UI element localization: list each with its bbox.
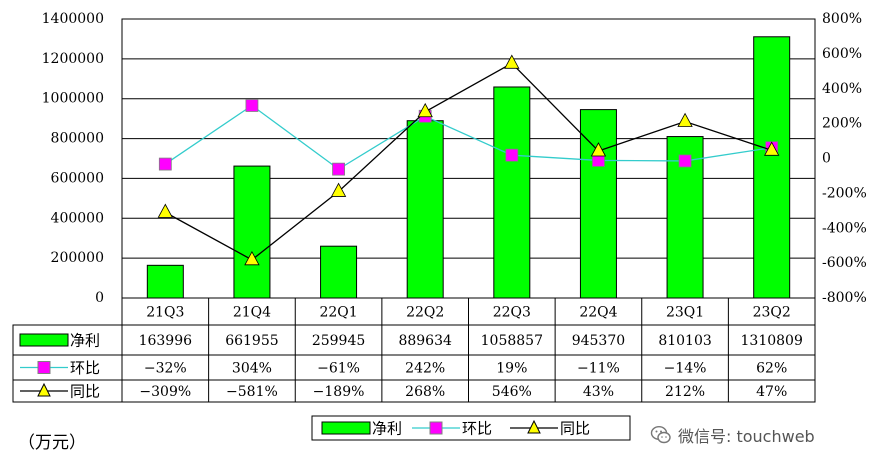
plot-frame [121, 18, 816, 299]
legend-label: 净利 [372, 420, 402, 438]
series-line [164, 104, 772, 170]
data-label: 661955 [225, 333, 278, 349]
left-tick-label: 0 [95, 290, 104, 306]
grid-lines [122, 58, 815, 259]
right-tick-label: -400% [822, 220, 867, 236]
data-label: 810103 [658, 333, 711, 349]
legend-key-marker [429, 421, 443, 435]
data-label: −581% [226, 384, 278, 400]
category-label: 22Q1 [319, 305, 357, 321]
data-label: 19% [496, 361, 527, 377]
legend-key-bar [19, 333, 69, 347]
data-label: 1058857 [481, 333, 543, 349]
data-label: −189% [313, 384, 365, 400]
row-header: 环比 [70, 359, 100, 377]
left-axis-ticks: 0 200000 400000 600000 800000 1000000 1200000 1… [42, 11, 104, 306]
bar [146, 264, 184, 299]
point [505, 148, 519, 162]
legend-key-marker [527, 419, 541, 434]
right-tick-label: 800% [822, 11, 862, 27]
category-label: 23Q2 [753, 305, 791, 321]
plot-border [121, 18, 816, 299]
data-label: −32% [144, 361, 187, 377]
data-label: 47% [756, 384, 787, 400]
data-label: −14% [664, 361, 707, 377]
wechat-icon [650, 425, 671, 444]
legend: 净利 环比 同比 [311, 415, 631, 441]
right-tick-label: -200% [822, 185, 867, 201]
data-label: 1310809 [741, 333, 803, 349]
data-table: 21Q3 21Q4 22Q1 22Q2 22Q3 22Q4 23Q1 23Q2 163996 66… [12, 298, 816, 403]
bar [493, 86, 531, 299]
point [244, 250, 260, 266]
series-line [165, 62, 772, 261]
data-label: 945370 [572, 333, 625, 349]
left-tick-label: 800000 [51, 131, 104, 147]
left-tick-label: 400000 [51, 210, 104, 226]
point [245, 99, 259, 112]
data-label: 304% [232, 361, 272, 377]
bar [753, 36, 791, 299]
watermark-text: 微信号: touchweb [678, 427, 815, 446]
right-tick-label: 400% [822, 81, 862, 97]
legend-key-marker [37, 361, 51, 374]
legend-label: 同比 [560, 420, 590, 438]
category-label: 23Q1 [666, 305, 704, 321]
left-tick-label: 200000 [51, 250, 104, 266]
right-tick-label: -600% [822, 255, 867, 271]
row-header: 同比 [70, 383, 100, 401]
category-label: 22Q3 [493, 305, 531, 321]
right-axis-ticks: -800% -600% -400% -200% 0 200% 400% 600% 800% [822, 11, 867, 306]
legend-key-marker [37, 382, 51, 397]
right-tick-label: 600% [822, 46, 862, 62]
point [590, 142, 607, 157]
point [417, 102, 433, 118]
data-label: 259945 [312, 333, 365, 349]
bar [406, 120, 444, 299]
legend-label: 环比 [462, 420, 492, 438]
line-series-yoy [157, 54, 780, 266]
point [678, 154, 692, 168]
point [504, 54, 520, 69]
right-tick-label: 200% [822, 116, 862, 132]
bar [233, 165, 271, 299]
bar [320, 245, 358, 299]
watermark: 微信号: touchweb [650, 424, 815, 446]
category-label: 22Q4 [579, 305, 617, 321]
left-tick-label: 600000 [51, 170, 104, 186]
category-label: 21Q3 [146, 305, 184, 321]
point [158, 157, 172, 171]
data-label: 889634 [398, 333, 452, 349]
point [157, 203, 173, 218]
data-label: 212% [665, 384, 705, 400]
data-label: 163996 [139, 333, 193, 349]
bar-series-net-profit [146, 36, 791, 299]
point [764, 141, 780, 156]
right-tick-label: 0 [822, 151, 831, 167]
point [330, 182, 347, 197]
left-tick-label: 1400000 [42, 11, 104, 27]
category-label: 21Q4 [233, 305, 271, 321]
data-label: 43% [583, 384, 614, 400]
data-label: −61% [317, 361, 360, 377]
data-label: 268% [405, 384, 445, 400]
row-header: 净利 [70, 332, 100, 350]
category-label: 22Q2 [406, 305, 444, 321]
data-label: −309% [139, 384, 191, 400]
legend-key-bar [321, 421, 371, 435]
point [677, 112, 693, 127]
left-tick-label: 1200000 [42, 51, 104, 67]
data-label: 242% [405, 361, 445, 377]
point [332, 162, 345, 176]
right-tick-label: -800% [822, 290, 867, 306]
data-label: 546% [492, 384, 532, 400]
unit-label: （万元） [18, 433, 86, 453]
left-tick-label: 1000000 [42, 91, 104, 107]
data-label: 62% [756, 361, 787, 377]
data-label: −11% [577, 361, 620, 377]
